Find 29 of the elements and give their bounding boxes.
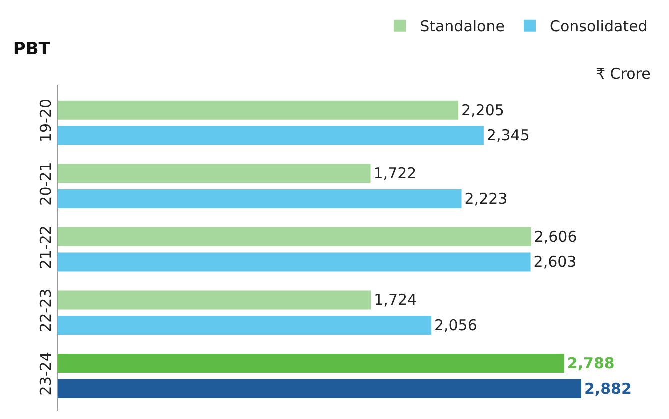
data-label: 2,882 bbox=[584, 380, 632, 398]
chart-title: PBT bbox=[13, 39, 51, 60]
bar bbox=[58, 379, 582, 398]
data-label: 1,724 bbox=[374, 291, 418, 310]
text: ₹ Crore bbox=[596, 65, 651, 83]
legend-label: Standalone bbox=[420, 18, 505, 36]
bar bbox=[58, 189, 462, 208]
y-tick-label: 21-22 bbox=[37, 226, 55, 270]
bar bbox=[58, 316, 432, 336]
bar bbox=[58, 252, 531, 272]
data-label: 2,603 bbox=[534, 253, 577, 272]
y-tick-label: 23-24 bbox=[37, 352, 55, 396]
y-tick-label: 20-21 bbox=[37, 162, 55, 206]
data-label: 2,345 bbox=[486, 126, 530, 145]
data-label: 1,722 bbox=[374, 164, 417, 183]
bar bbox=[58, 290, 372, 310]
bar bbox=[58, 100, 458, 120]
data-label: 2,788 bbox=[567, 354, 615, 373]
y-tick-label: 19-20 bbox=[37, 98, 55, 143]
bar bbox=[58, 227, 532, 246]
bar bbox=[58, 354, 564, 374]
legend-label: Consolidated bbox=[550, 18, 648, 36]
data-label: 2,223 bbox=[464, 190, 508, 208]
data-label: 2,205 bbox=[461, 101, 504, 120]
data-label: 2,056 bbox=[434, 316, 478, 335]
data-label: 2,606 bbox=[534, 228, 578, 246]
y-tick-label: 22-23 bbox=[37, 288, 55, 332]
bar bbox=[58, 164, 371, 184]
bar bbox=[58, 126, 484, 146]
